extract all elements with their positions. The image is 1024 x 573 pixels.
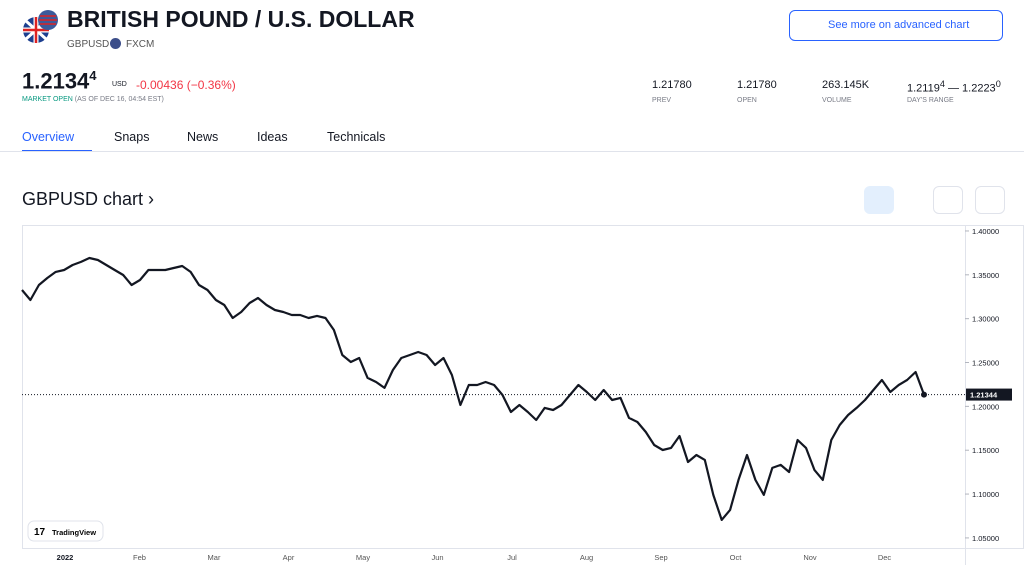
price-main: 1.2134 (22, 68, 90, 94)
stat-part: 1.2119 (907, 82, 940, 95)
flag-icon (23, 10, 58, 43)
x-tick-label: Sep (654, 553, 667, 562)
stat-value: 1.21194 — 1.22230 (907, 79, 1001, 95)
candle-style-button[interactable] (895, 186, 925, 214)
stat-value: 1.21780 (652, 79, 692, 91)
watermark: TradingView (52, 528, 96, 537)
stat-part: 4 (939, 79, 945, 89)
stat-part: — 1.2223 (944, 82, 996, 95)
y-tick-label: 1.30000 (972, 315, 999, 324)
change: -0.00436 (−0.36%) (136, 78, 236, 92)
currency: USD (112, 81, 127, 88)
status: MARKET OPEN (AS OF DEC 16, 04:54 EST) (22, 96, 164, 103)
tab[interactable]: Overview (22, 130, 75, 144)
stat-part: 263.145K (822, 79, 870, 91)
stat-label: OPEN (737, 97, 757, 104)
last-price-tag (966, 388, 1012, 401)
stat-part: 0 (995, 79, 1001, 89)
y-tick-label: 1.05000 (972, 534, 999, 543)
tab[interactable]: Snaps (114, 130, 150, 144)
tab[interactable]: Technicals (327, 130, 386, 144)
stat-value: 263.145K (822, 79, 869, 91)
x-tick-label: 2022 (57, 553, 74, 562)
as-of: (AS OF DEC 16, 04:54 EST) (74, 96, 164, 103)
stat-label: VOLUME (822, 97, 852, 104)
snapshot-button[interactable] (933, 186, 963, 214)
watermark-box (27, 520, 104, 542)
x-tick-label: May (356, 553, 370, 562)
divider (0, 151, 1024, 152)
advanced-link[interactable]: See more on advanced chart (828, 19, 970, 31)
price: 1.21344 (22, 68, 97, 94)
line-style-button[interactable] (864, 186, 894, 214)
chart: TradingView 17 1.40000 1.35000 1.30000 1.25… (21, 225, 1024, 565)
price-sup: 4 (89, 68, 97, 83)
stat-label: DAY'S RANGE (907, 97, 954, 104)
watermark-logo: 17 (34, 527, 46, 538)
stat-value: 1.21780 (737, 79, 777, 91)
change-pct: (−0.36%) (186, 78, 236, 92)
tab[interactable]: Ideas (257, 130, 288, 144)
y-tick-label: 1.10000 (972, 490, 999, 499)
x-tick-label: Jul (507, 553, 517, 562)
embed-button[interactable] (827, 186, 857, 214)
last-point (921, 391, 927, 398)
title: BRITISH POUND / U.S. DOLLAR (67, 6, 415, 32)
exchange-icon (110, 38, 121, 49)
exchange[interactable]: FXCM (126, 39, 155, 50)
advanced-chart-button[interactable]: See more on advanced chart (789, 10, 1003, 41)
y-tick-label: 1.15000 (972, 446, 999, 455)
tab[interactable]: News (187, 130, 219, 144)
x-tick-label: Mar (208, 553, 221, 562)
price-line (21, 256, 926, 521)
stat-part: 1.21780 (652, 79, 692, 91)
stat-label: PREV (652, 97, 672, 104)
y-tick-label: 1.25000 (972, 359, 999, 368)
chart-frame (22, 225, 1024, 549)
last-price-label: 1.21344 (970, 391, 998, 400)
x-tick-label: Aug (580, 553, 593, 562)
change-abs: -0.00436 (136, 78, 184, 92)
y-tick-label: 1.35000 (972, 271, 999, 280)
status-text: MARKET OPEN (22, 96, 73, 103)
x-tick-label: Nov (803, 553, 817, 562)
stat-part: 1.21780 (737, 79, 777, 91)
x-tick-label: Feb (133, 553, 146, 562)
x-tick-label: Oct (730, 553, 743, 562)
y-tick-label: 1.40000 (972, 227, 999, 236)
x-tick-label: Apr (283, 553, 295, 562)
fullscreen-button[interactable] (975, 186, 1005, 214)
chart-heading[interactable]: GBPUSD chart › (22, 189, 155, 209)
x-tick-label: Dec (878, 553, 892, 562)
y-tick-label: 1.20000 (972, 402, 999, 411)
symbol: GBPUSD (67, 39, 110, 50)
x-tick-label: Jun (431, 553, 443, 562)
